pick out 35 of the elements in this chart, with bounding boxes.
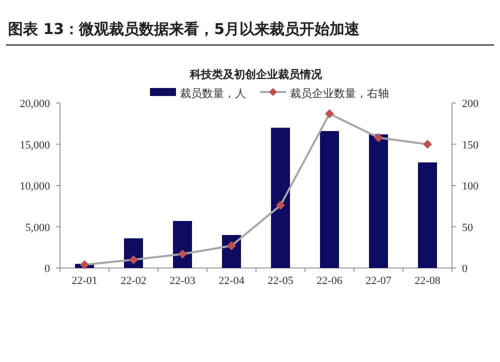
y-tick-label: 20,000 [20,98,50,110]
bar [320,131,339,268]
bar [418,162,437,268]
y2-tick-label: 0 [462,263,468,275]
y2-tick-label: 150 [462,139,479,152]
y-tick-label: 15,000 [20,139,50,152]
point [423,140,432,149]
bar [369,134,388,268]
point [374,133,383,142]
x-tick-label: 22-05 [268,275,294,287]
x-tick-label: 22-04 [218,275,245,287]
legend-label: 裁员企业数量，右轴 [290,87,389,100]
bar [271,128,290,268]
y-tick-label: 10,000 [20,180,50,192]
x-tick-label: 22-07 [366,275,392,287]
y2-tick-label: 200 [462,98,479,110]
subtitle: 科技类及初创企业裁员情况 [190,68,322,81]
point [129,255,138,264]
x-tick-label: 22-01 [72,275,98,287]
y2-tick-label: 100 [462,180,479,192]
point [276,200,285,210]
bar [173,220,192,268]
x-tick-label: 22-02 [120,275,146,287]
point [80,260,89,270]
y-tick-label: 0 [44,263,50,275]
x-tick-label: 22-06 [316,275,343,287]
point [325,109,334,118]
y2-tick-label: 50 [462,222,474,234]
legend-label: 裁员数量，人 [180,87,246,100]
point [227,241,236,250]
x-tick-label: 22-03 [170,275,196,287]
point [178,249,187,258]
x-tick-label: 22-08 [414,275,441,287]
title: 图表 13：微观裁员数据来看，5月以来裁员开始加速 [8,20,360,38]
y-tick-label: 5,000 [25,222,50,234]
